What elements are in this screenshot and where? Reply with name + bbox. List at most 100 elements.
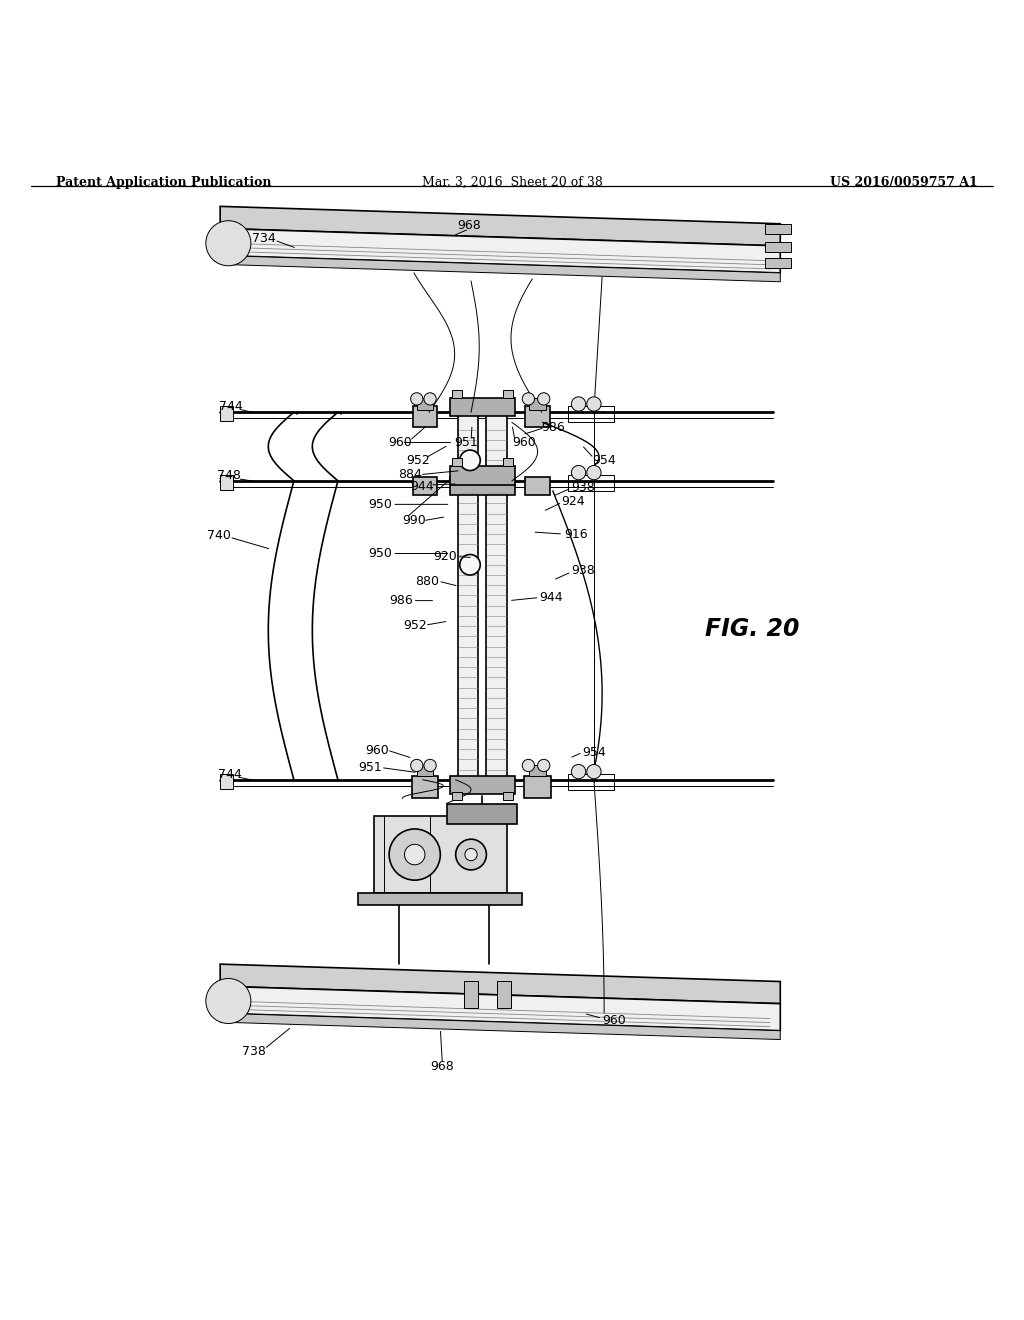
- Bar: [417, 397, 433, 411]
- Text: 951: 951: [454, 437, 478, 449]
- Circle shape: [571, 764, 586, 779]
- Text: 990: 990: [401, 515, 426, 527]
- Circle shape: [411, 393, 423, 405]
- Text: 960: 960: [365, 743, 389, 756]
- Bar: [464, 981, 478, 1008]
- Text: 744: 744: [218, 400, 243, 413]
- Text: FIG. 20: FIG. 20: [706, 618, 800, 642]
- Bar: [497, 981, 511, 1008]
- Text: 952: 952: [406, 454, 430, 467]
- Text: 952: 952: [402, 619, 427, 632]
- Circle shape: [411, 759, 423, 772]
- Bar: [524, 776, 551, 799]
- Bar: [358, 892, 522, 906]
- Bar: [413, 407, 437, 426]
- Text: 960: 960: [602, 1014, 627, 1027]
- Polygon shape: [220, 475, 233, 490]
- Circle shape: [587, 466, 601, 479]
- Bar: [450, 477, 515, 495]
- Polygon shape: [220, 1014, 780, 1040]
- Text: 950: 950: [368, 546, 392, 560]
- Text: 738: 738: [242, 1044, 266, 1057]
- Text: 954: 954: [592, 454, 616, 467]
- Circle shape: [522, 759, 535, 772]
- Text: 734: 734: [252, 231, 276, 244]
- Bar: [417, 766, 433, 776]
- Text: 920: 920: [433, 550, 458, 564]
- Bar: [452, 458, 462, 466]
- Bar: [525, 477, 550, 495]
- Bar: [458, 414, 478, 479]
- Circle shape: [404, 845, 425, 865]
- Text: 744: 744: [217, 768, 242, 781]
- Text: 938: 938: [570, 482, 595, 495]
- Circle shape: [538, 759, 550, 772]
- Circle shape: [206, 978, 251, 1023]
- Bar: [412, 776, 438, 799]
- Polygon shape: [220, 256, 780, 281]
- Circle shape: [460, 554, 480, 576]
- Bar: [503, 458, 513, 466]
- Text: 884: 884: [397, 469, 422, 482]
- Circle shape: [587, 764, 601, 779]
- Bar: [450, 776, 515, 795]
- Circle shape: [587, 397, 601, 411]
- Bar: [765, 257, 791, 268]
- Bar: [486, 483, 507, 777]
- Text: 944: 944: [410, 480, 434, 494]
- Text: 951: 951: [357, 762, 382, 774]
- Bar: [413, 477, 437, 495]
- Bar: [568, 407, 614, 422]
- Bar: [450, 397, 515, 416]
- Circle shape: [522, 393, 535, 405]
- Circle shape: [465, 849, 477, 861]
- Polygon shape: [220, 986, 780, 1031]
- Text: 938: 938: [570, 565, 595, 577]
- Text: 740: 740: [207, 528, 231, 541]
- Text: Mar. 3, 2016  Sheet 20 of 38: Mar. 3, 2016 Sheet 20 of 38: [422, 176, 602, 189]
- Text: 960: 960: [388, 437, 413, 449]
- Circle shape: [571, 466, 586, 479]
- Bar: [458, 483, 478, 777]
- Circle shape: [538, 393, 550, 405]
- Text: 748: 748: [217, 469, 242, 482]
- Text: 968: 968: [430, 1060, 455, 1073]
- Text: 960: 960: [512, 437, 537, 449]
- Text: 950: 950: [368, 498, 392, 511]
- Bar: [503, 389, 513, 397]
- Circle shape: [424, 393, 436, 405]
- Polygon shape: [220, 964, 780, 1003]
- Bar: [450, 466, 515, 484]
- Bar: [765, 242, 791, 252]
- Text: 954: 954: [582, 746, 606, 759]
- Bar: [568, 475, 614, 491]
- Text: 986: 986: [389, 594, 414, 607]
- Circle shape: [456, 840, 486, 870]
- Text: 944: 944: [539, 591, 563, 605]
- Circle shape: [571, 397, 586, 411]
- Bar: [452, 792, 462, 800]
- Polygon shape: [220, 407, 233, 421]
- Circle shape: [206, 220, 251, 265]
- Bar: [374, 816, 507, 892]
- Polygon shape: [220, 206, 780, 246]
- Text: Patent Application Publication: Patent Application Publication: [56, 176, 271, 189]
- Bar: [486, 414, 507, 479]
- Bar: [503, 792, 513, 800]
- Circle shape: [460, 450, 480, 470]
- Bar: [447, 804, 517, 825]
- Bar: [452, 389, 462, 397]
- Bar: [529, 766, 546, 776]
- Text: 968: 968: [457, 219, 481, 232]
- Bar: [568, 774, 614, 791]
- Bar: [529, 397, 546, 411]
- Polygon shape: [220, 774, 233, 789]
- Circle shape: [424, 759, 436, 772]
- Bar: [765, 224, 791, 234]
- Text: 986: 986: [541, 421, 565, 434]
- Circle shape: [389, 829, 440, 880]
- Text: 924: 924: [561, 495, 586, 508]
- Bar: [525, 407, 550, 426]
- Text: 880: 880: [415, 574, 439, 587]
- Text: US 2016/0059757 A1: US 2016/0059757 A1: [830, 176, 978, 189]
